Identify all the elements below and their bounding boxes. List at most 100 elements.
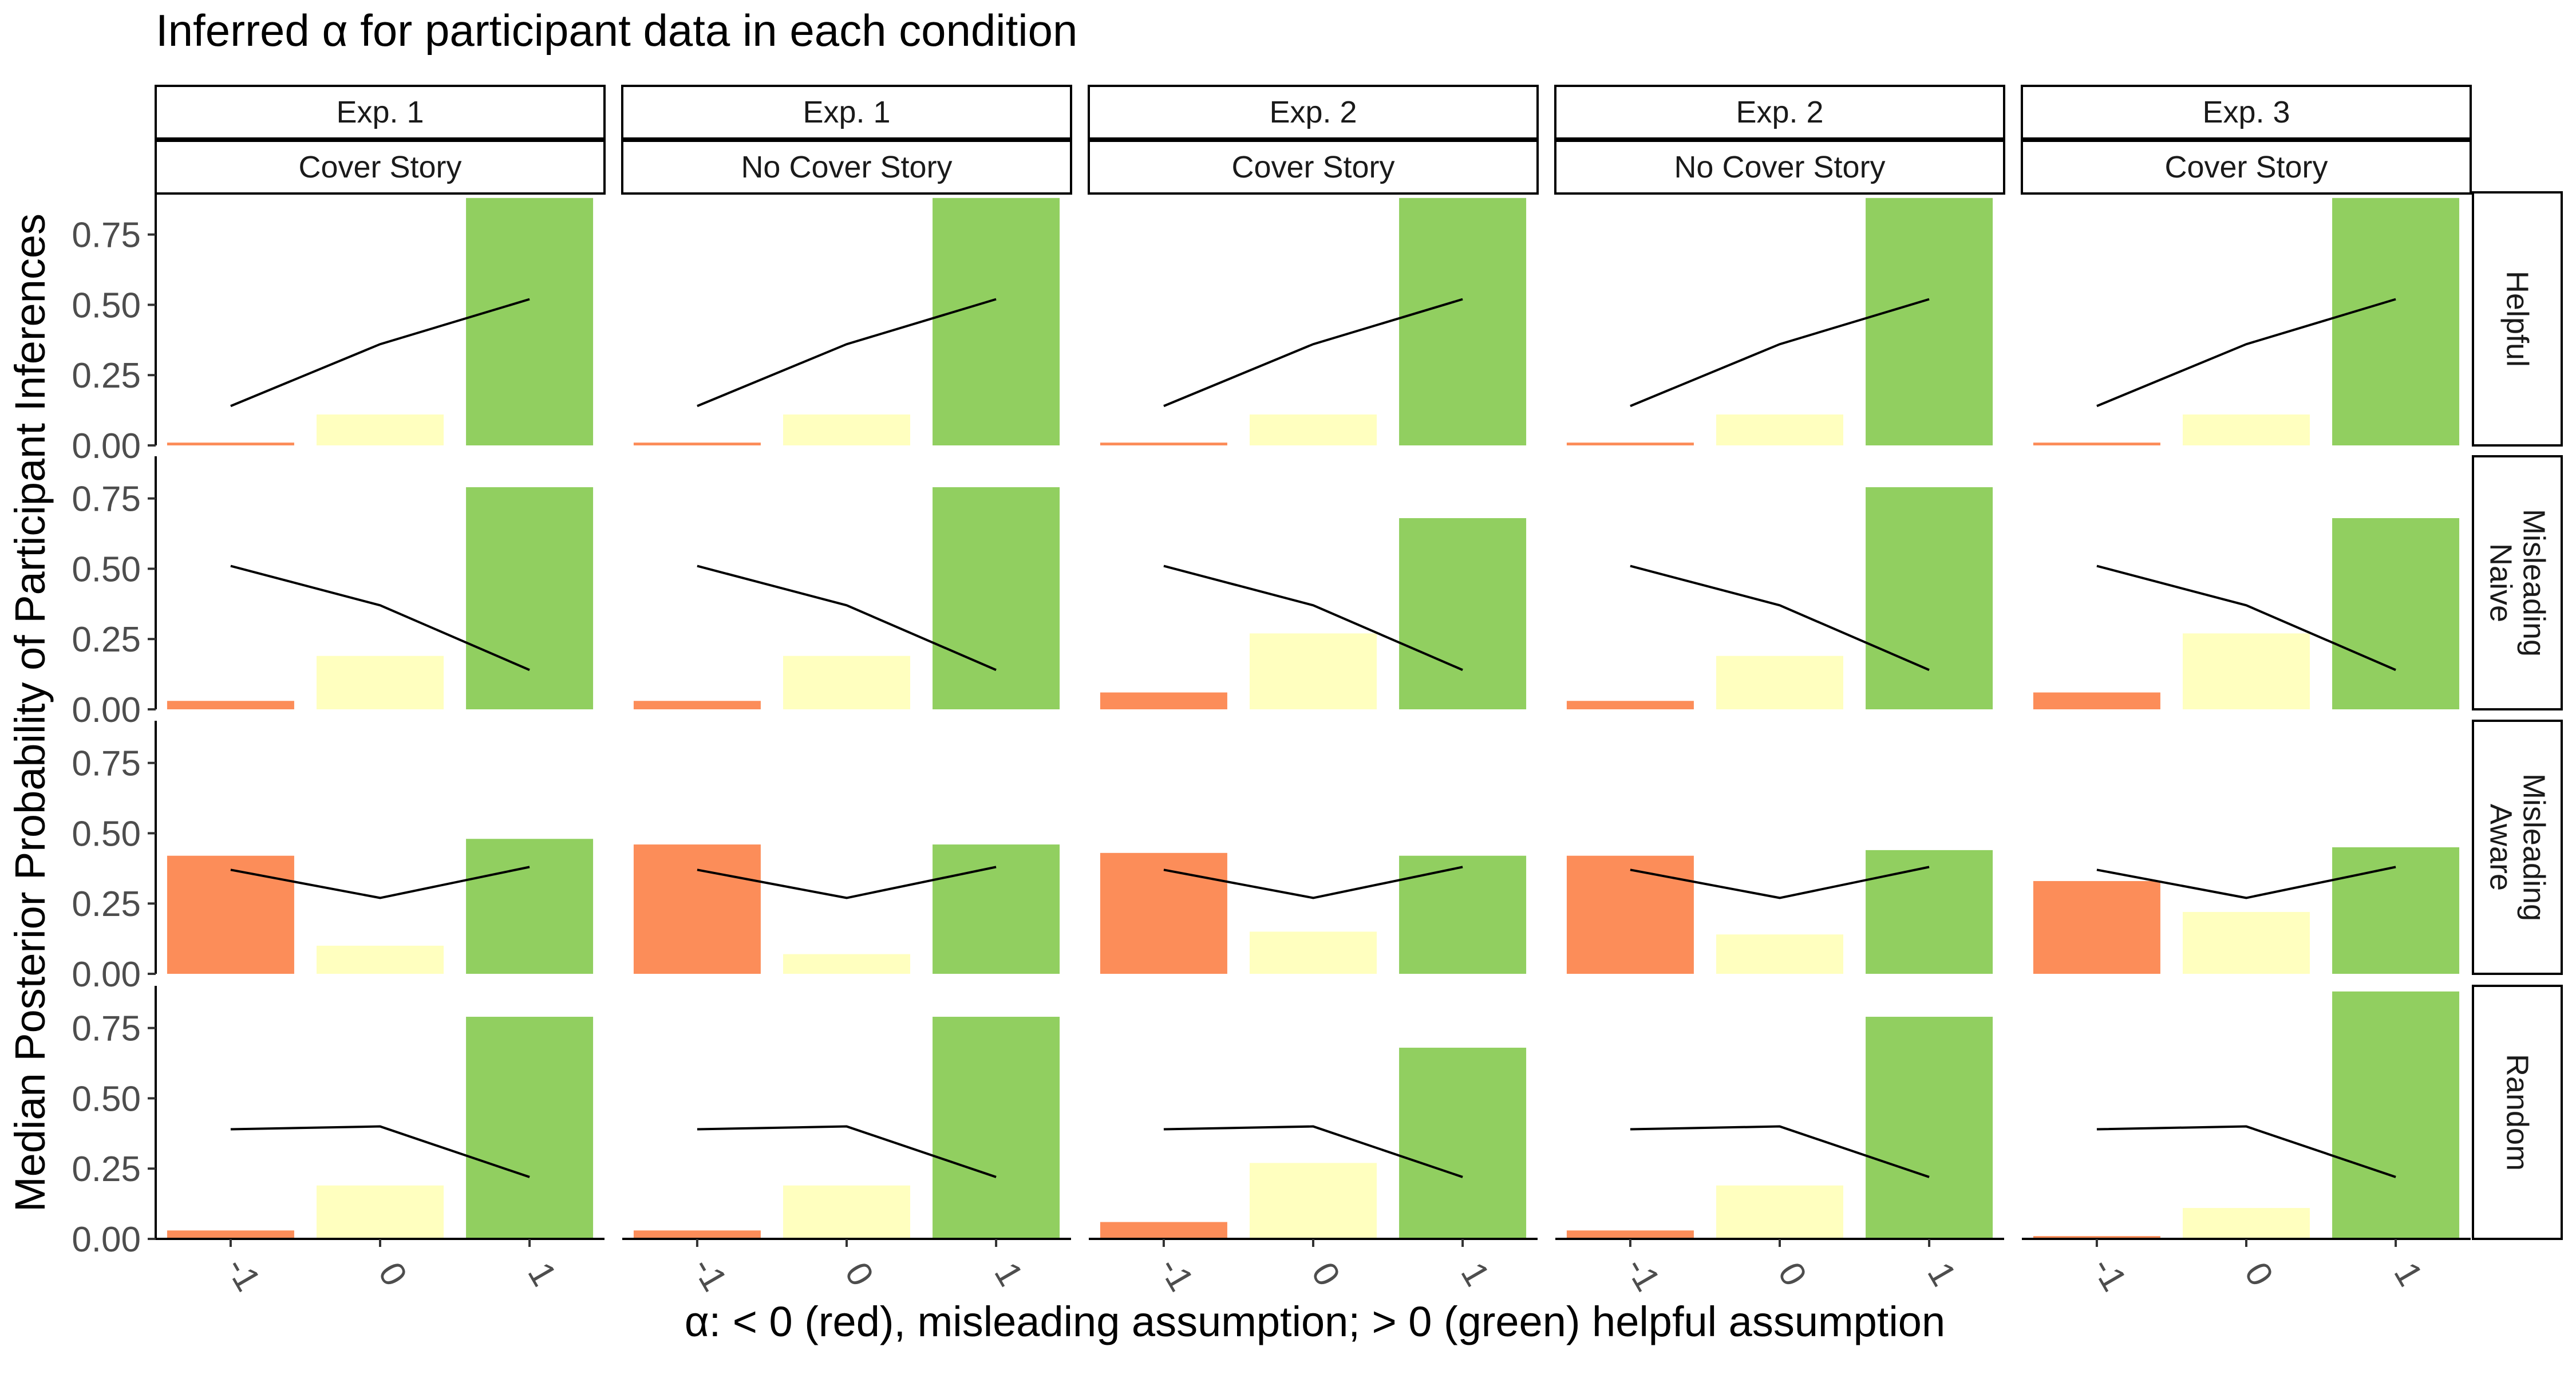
bar [1866, 1017, 1993, 1239]
row-strip-label: Helpful [2500, 271, 2535, 367]
bar [1716, 934, 1843, 974]
x-tick-label: 1 [1453, 1256, 1497, 1293]
row-strip-label-group: Helpful [2500, 271, 2535, 367]
y-tick-label: 0.25 [72, 356, 141, 396]
strip-exp-box [155, 85, 606, 140]
bar [2332, 518, 2460, 709]
y-tick-label: 0.50 [72, 550, 141, 589]
series-line [2096, 866, 2396, 899]
bar [2332, 991, 2460, 1239]
bar [1866, 198, 1993, 445]
bar [633, 443, 761, 445]
bar [466, 1017, 594, 1239]
strip-exp-box [621, 85, 1072, 140]
bar [1100, 852, 1227, 974]
strip-story-label: No Cover Story [1674, 150, 1885, 184]
x-axis-title: α: < 0 (red), misleading assumption; > 0… [685, 1298, 1945, 1345]
strip-story-box [1554, 140, 2005, 195]
row-strip-label: Misleading [2517, 773, 2551, 921]
y-tick-label: 0.00 [72, 690, 141, 730]
bar [1566, 443, 1694, 445]
bar [167, 701, 294, 709]
bar [2183, 414, 2310, 445]
bar [633, 701, 761, 709]
bar [1100, 443, 1227, 445]
series-line [697, 866, 997, 899]
strip-exp-label: Exp. 2 [1736, 95, 1823, 129]
bar [2033, 881, 2160, 974]
x-tick-label: 1 [1919, 1256, 1963, 1293]
x-tick-label: 0 [1770, 1256, 1814, 1293]
bar [2332, 847, 2460, 974]
y-tick-label: 0.25 [72, 885, 141, 924]
series-line [697, 564, 997, 672]
series-line [1630, 564, 1930, 672]
bar [1716, 656, 1843, 709]
bar [1566, 1230, 1694, 1239]
x-tick-label: 1 [986, 1256, 1030, 1293]
row-strip-label: Naive [2484, 543, 2518, 622]
x-tick-label: 0 [370, 1256, 414, 1293]
strip-exp-box [2021, 85, 2472, 140]
x-tick-label: 0 [837, 1256, 881, 1293]
bar [317, 414, 444, 445]
bar [633, 844, 761, 974]
bar [2183, 633, 2310, 709]
strip-story-box [1088, 140, 1539, 195]
row-strip-box [2472, 455, 2563, 710]
row-strip-box [2472, 720, 2563, 975]
bar [1866, 487, 1993, 709]
y-tick-label: 0.25 [72, 620, 141, 660]
series-line [697, 1125, 997, 1178]
bar [933, 198, 1060, 445]
bar [1250, 414, 1377, 445]
y-tick-label: 0.75 [72, 744, 141, 784]
bar [2033, 692, 2160, 709]
x-tick-label: 1 [520, 1256, 564, 1293]
bar [2183, 1207, 2310, 1239]
y-tick-label: 0.50 [72, 814, 141, 854]
bar [1866, 850, 1993, 974]
y-tick-label: 0.50 [72, 286, 141, 325]
bar [466, 487, 594, 709]
series-line [1163, 866, 1463, 899]
series-line [1630, 298, 1930, 408]
strip-story-box [155, 140, 606, 195]
strip-story-label: Cover Story [2164, 150, 2328, 184]
series-line [230, 298, 530, 408]
series-line [1630, 866, 1930, 899]
bar [1716, 414, 1843, 445]
bar [1250, 931, 1377, 974]
bar [1100, 692, 1227, 709]
bar [1399, 198, 1527, 445]
bar [1716, 1185, 1843, 1239]
y-tick-label: 0.75 [72, 216, 141, 255]
bar [466, 839, 594, 974]
bar [1399, 518, 1527, 709]
bar [2332, 198, 2460, 445]
y-tick-label: 0.25 [72, 1150, 141, 1189]
bar [783, 954, 910, 974]
bar [167, 1230, 294, 1239]
strip-story-box [2021, 140, 2472, 195]
x-tick-label: -1 [1618, 1251, 1668, 1298]
row-strip-box [2472, 985, 2563, 1240]
y-tick-label: 0.75 [72, 480, 141, 519]
series-line [1163, 1125, 1463, 1178]
y-tick-label: 0.00 [72, 955, 141, 994]
strip-exp-box [1554, 85, 2005, 140]
bar [1566, 855, 1694, 974]
bar [1100, 1222, 1227, 1239]
series-line [1163, 564, 1463, 672]
bar [933, 844, 1060, 974]
x-tick-label: -1 [218, 1251, 268, 1298]
bar [317, 1185, 444, 1239]
series-line [2096, 298, 2396, 408]
strip-exp-box [1088, 85, 1539, 140]
y-axis-title: Median Posterior Probability of Particip… [6, 214, 54, 1212]
strip-exp-label: Exp. 2 [1269, 95, 1357, 129]
x-tick-label: -1 [685, 1251, 734, 1298]
strip-exp-label: Exp. 1 [336, 95, 424, 129]
